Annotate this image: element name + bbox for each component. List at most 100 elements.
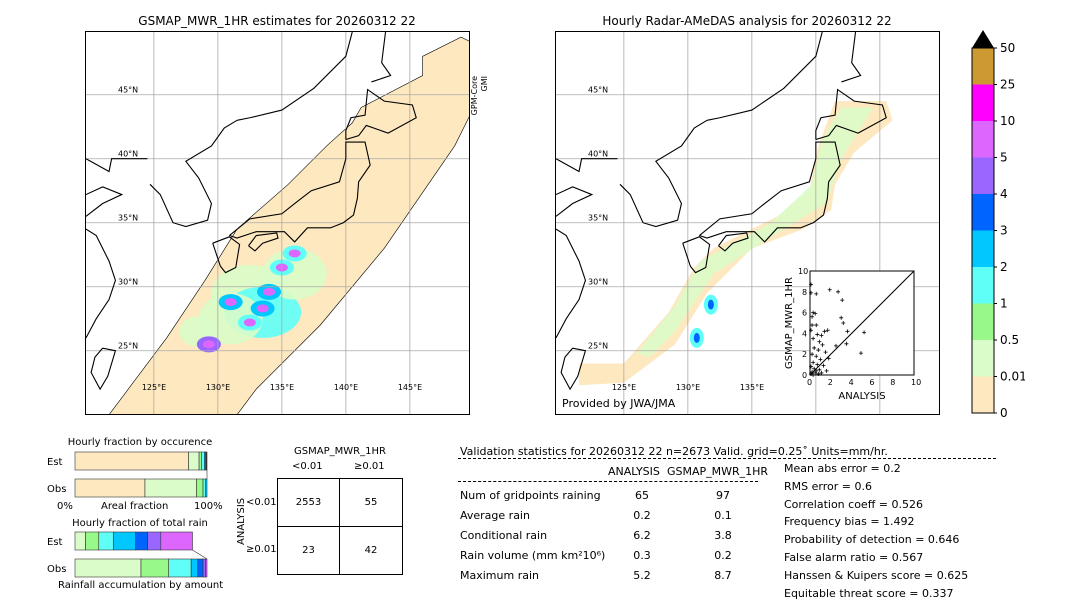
est-segment: [160, 531, 193, 551]
occ-tick-100: 100%: [194, 501, 223, 512]
obs-segment: [202, 478, 206, 498]
data-point: [811, 360, 816, 365]
lat-tick: 25°N: [118, 342, 138, 351]
colorbar-segment: [972, 84, 994, 121]
obs-segment: [168, 558, 192, 578]
occ-est-label: Est: [47, 457, 63, 468]
sensor-line1: GPM-Core: [470, 76, 479, 116]
score: RMS error = 0.6: [784, 479, 872, 493]
est-segment: [135, 531, 148, 551]
divider: [458, 458, 996, 459]
occurrence-bars: [74, 451, 208, 498]
lat-tick: 30°N: [118, 278, 138, 287]
stat-gsmap: 3.8: [714, 529, 732, 542]
est-segment: [198, 451, 203, 471]
lon-tick: 140°E: [334, 383, 358, 392]
data-point: [844, 341, 849, 346]
lon-tick: 125°E: [142, 383, 166, 392]
coastline-shandong: [86, 186, 124, 217]
lon-tick: 135°E: [740, 383, 764, 392]
rain-est-label: Est: [47, 537, 63, 548]
coastline-korea: [619, 119, 708, 228]
x-axis-label: ANALYSIS: [838, 391, 885, 402]
y-tick: 10: [798, 267, 808, 276]
colorbar-segment: [972, 194, 994, 231]
est-segment: [98, 531, 114, 551]
data-point: [818, 357, 823, 362]
data-point: [813, 311, 818, 316]
data-point: [810, 369, 815, 374]
colorbar-label: 2: [1000, 260, 1008, 274]
cell: 55: [340, 479, 402, 527]
colorbar-label: 25: [1000, 78, 1015, 92]
lat-tick: 30°N: [588, 278, 608, 287]
coastline-honshu: [229, 141, 371, 243]
data-point: [811, 373, 816, 377]
colorbar-segment: [972, 376, 994, 413]
x-tick: 8: [890, 378, 895, 387]
data-point: [826, 356, 831, 361]
right-map: 45°N 40°N 35°N 30°N 25°N 125°E 130°E 135°E Prov…: [555, 31, 940, 415]
data-point: [814, 291, 819, 296]
obs-segment: [205, 558, 208, 578]
data-point: [815, 332, 820, 337]
validation-header: Validation statistics for 20260312 22 n=…: [460, 445, 888, 458]
stat-analysis: 6.2: [633, 529, 651, 542]
stat-analysis: 0.3: [633, 549, 651, 562]
est-segment: [85, 531, 100, 551]
data-point: [817, 367, 822, 372]
obs-segment: [140, 558, 170, 578]
obs-segment: [74, 478, 146, 498]
x-tick: 10: [911, 378, 921, 387]
est-segment: [201, 451, 205, 471]
cont-title: GSMAP_MWR_1HR: [294, 446, 386, 457]
colorbar-segment: [972, 230, 994, 267]
data-point: [822, 329, 827, 334]
y-tick: 6: [802, 309, 807, 318]
lat-tick: 40°N: [588, 150, 608, 159]
y-tick: 8: [802, 288, 807, 297]
left-map-title: GSMAP_MWR_1HR estimates for 20260312 22: [138, 14, 416, 28]
score: Equitable threat score = 0.337: [784, 586, 954, 600]
map-layer: 45°N 40°N 35°N 30°N 25°N 125°E 130°E 135°E: [556, 32, 939, 414]
left-map: 45°N 40°N 35°N 30°N 25°N 125°E 130°E 135°E 140°E…: [85, 31, 470, 415]
rain-core: [707, 299, 714, 310]
est-segment: [74, 531, 86, 551]
colorbar-segment: [972, 267, 994, 304]
data-point: [823, 350, 828, 355]
obs-segment: [190, 558, 199, 578]
rain-core: [243, 318, 256, 327]
coastline-kyushu: [682, 236, 711, 274]
col-gsmap: GSMAP_MWR_1HR: [667, 465, 769, 478]
rain-core: [202, 340, 215, 349]
data-point: [809, 328, 814, 333]
stat-analysis: 5.2: [633, 569, 651, 582]
coastline-hokkaido: [815, 88, 887, 141]
cont-col-1: ≥0.01: [354, 461, 385, 472]
coastline-shikoku: [718, 232, 749, 252]
data-point: [811, 310, 816, 315]
x-tick: 0: [807, 378, 812, 387]
obs-segment: [196, 478, 204, 498]
colorbar-label: 4: [1000, 187, 1008, 201]
right-map-title: Hourly Radar-AMeDAS analysis for 2026031…: [602, 14, 892, 28]
stat-label: Num of gridpoints raining: [460, 489, 601, 502]
cont-col-0: <0.01: [292, 461, 323, 472]
data-point: [819, 370, 824, 375]
score: False alarm ratio = 0.567: [784, 551, 924, 564]
coastline-china: [556, 228, 587, 339]
swath: [109, 36, 469, 414]
colorbar-label: 0: [1000, 406, 1008, 420]
lon-tick: 145°E: [398, 383, 422, 392]
coastline-liaodong: [86, 158, 148, 173]
colorbar-segment: [972, 340, 994, 377]
coastline-sakhalin: [841, 32, 862, 83]
data-point: [809, 364, 814, 369]
credit-text: Provided by JWA/JMA: [562, 397, 676, 410]
coastline-taiwan: [90, 347, 117, 391]
coastline-primorye: [706, 32, 823, 121]
stat-gsmap: 97: [716, 489, 730, 502]
est-segment: [205, 451, 208, 471]
colorbar-segment: [972, 303, 994, 340]
divider: [458, 481, 758, 482]
